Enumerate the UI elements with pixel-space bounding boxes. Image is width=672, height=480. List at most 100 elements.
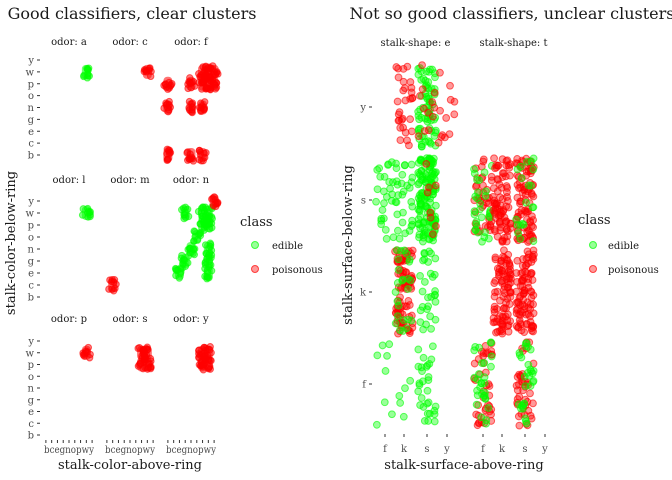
x-tick-label: k <box>401 444 408 455</box>
data-point-edible <box>471 226 480 235</box>
data-point-poisonous <box>401 128 410 137</box>
data-point-poisonous <box>477 347 486 356</box>
data-point-edible <box>420 218 429 226</box>
data-point-edible <box>416 196 424 205</box>
data-point-edible <box>478 359 486 368</box>
data-point-poisonous <box>195 350 203 358</box>
data-point-poisonous <box>165 101 173 109</box>
facet-odor-n: odor: n <box>171 175 222 283</box>
data-point-poisonous <box>490 302 499 311</box>
data-point-edible <box>393 279 402 287</box>
y-tick-label: e <box>28 269 34 280</box>
data-point-poisonous <box>502 225 511 234</box>
data-point-poisonous <box>490 225 499 234</box>
facet-strip-label: odor: l <box>53 175 86 186</box>
data-point-edible <box>418 302 427 311</box>
data-point-poisonous <box>527 293 536 302</box>
data-point-poisonous <box>442 114 451 122</box>
data-point-poisonous <box>422 159 431 168</box>
data-point-edible <box>381 225 390 234</box>
data-point-poisonous <box>505 300 514 308</box>
data-point-edible <box>477 213 486 222</box>
data-point-poisonous <box>405 141 413 150</box>
data-point-poisonous <box>489 184 498 193</box>
data-point-poisonous <box>432 222 440 230</box>
x-tick-labels: bcegnopwy <box>166 445 216 456</box>
data-point-poisonous <box>515 421 524 430</box>
data-point-edible <box>178 251 186 260</box>
data-point-poisonous <box>200 105 208 113</box>
data-point-edible <box>416 401 424 410</box>
y-tick-label: y <box>27 197 34 208</box>
left-chart-title: Good classifiers, clear clusters <box>8 4 257 23</box>
data-point-poisonous <box>108 285 116 294</box>
data-point-edible <box>470 210 479 219</box>
right-legend-edible-key <box>589 241 597 249</box>
y-tick-label: e <box>28 127 34 138</box>
y-tick-label: n <box>28 245 35 256</box>
data-point-edible <box>416 205 424 214</box>
data-point-poisonous <box>506 171 514 180</box>
facet-strip-label: odor: c <box>112 37 148 48</box>
x-tick-label: s <box>522 444 527 455</box>
data-point-edible <box>393 210 402 219</box>
data-point-edible <box>487 362 495 371</box>
y-tick-label: c <box>28 281 34 292</box>
y-tick-label: y <box>359 103 366 114</box>
x-tick-labels: bcegnopwy <box>105 445 155 456</box>
data-point-edible <box>420 255 429 264</box>
data-point-edible <box>527 181 536 190</box>
data-point-edible <box>206 225 214 233</box>
data-point-edible <box>391 198 400 206</box>
data-point-edible <box>480 359 489 367</box>
data-point-edible <box>378 206 387 214</box>
data-point-poisonous <box>528 276 537 284</box>
data-point-poisonous <box>207 73 215 82</box>
data-point-edible <box>196 231 205 240</box>
data-point-edible <box>486 338 495 347</box>
data-point-edible <box>431 254 440 263</box>
x-tick-label: y <box>541 444 548 455</box>
data-point-poisonous <box>183 149 191 157</box>
data-point-edible <box>430 417 439 426</box>
data-point-edible <box>385 340 394 349</box>
data-point-poisonous <box>406 115 415 124</box>
left-legend: class edible poisonous <box>240 215 323 276</box>
facet-odor-f: odor: f <box>160 37 222 165</box>
right-legend: class edible poisonous <box>578 213 659 276</box>
data-point-edible <box>394 226 402 235</box>
data-point-poisonous <box>434 138 443 147</box>
data-point-poisonous <box>450 110 459 119</box>
data-point-edible <box>396 399 405 407</box>
data-point-edible <box>393 180 402 189</box>
data-point-poisonous <box>492 161 501 170</box>
data-point-edible <box>424 417 433 425</box>
data-point-edible <box>177 268 185 276</box>
y-tick-label: e <box>28 407 34 418</box>
x-tick-label: s <box>424 444 429 455</box>
data-point-edible <box>373 185 382 194</box>
data-point-edible <box>382 234 391 243</box>
data-point-edible <box>420 249 429 258</box>
data-point-poisonous <box>188 78 196 87</box>
data-point-edible <box>414 111 423 120</box>
data-point-edible <box>420 226 429 235</box>
right-legend-title: class <box>578 213 611 228</box>
data-point-edible <box>376 172 385 181</box>
data-point-poisonous <box>394 73 403 82</box>
data-point-edible <box>393 312 402 321</box>
data-point-edible <box>401 229 410 238</box>
y-tick-label: p <box>28 360 34 371</box>
data-point-poisonous <box>517 210 525 219</box>
data-point-edible <box>512 215 521 224</box>
data-point-edible <box>395 391 404 400</box>
data-point-poisonous <box>512 269 521 277</box>
data-point-poisonous <box>479 155 488 164</box>
data-point-poisonous <box>196 148 205 156</box>
data-point-poisonous <box>529 192 538 201</box>
y-tick-label: o <box>28 91 34 102</box>
left-legend-edible-label: edible <box>272 241 303 252</box>
data-point-poisonous <box>202 346 210 355</box>
